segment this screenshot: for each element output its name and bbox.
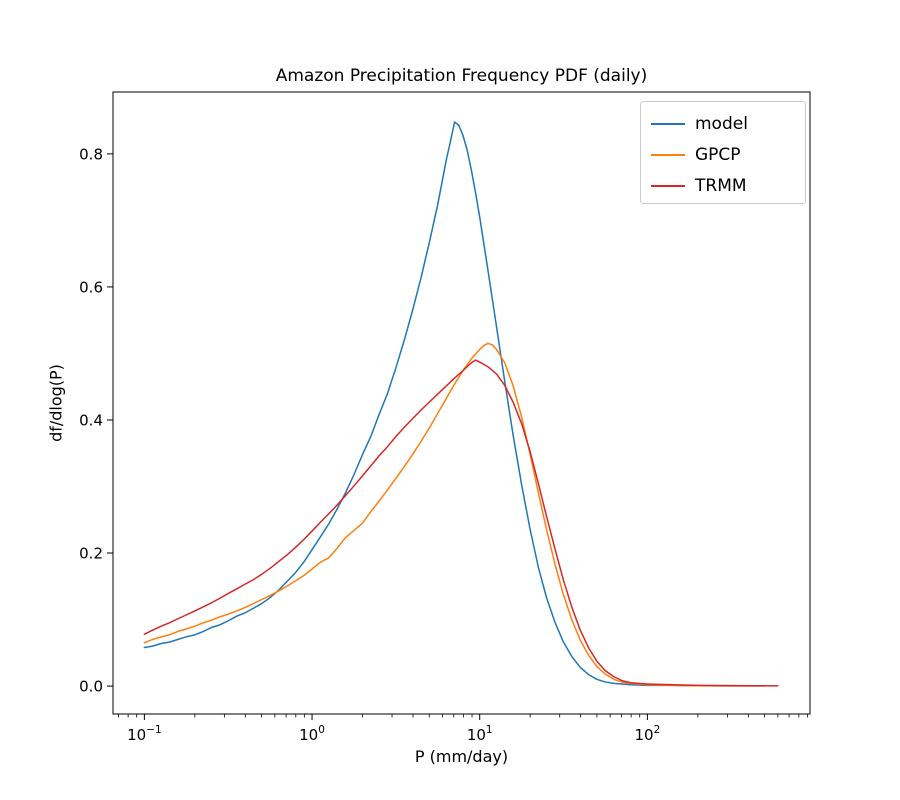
plot-frame <box>112 91 811 715</box>
legend-line-sample <box>651 122 685 125</box>
legend-entry-label: GPCP <box>695 144 741 165</box>
legend-line-sample <box>651 184 685 187</box>
series-line-model <box>143 121 766 687</box>
y-axis-tick-label: 0.8 <box>79 145 103 163</box>
legend-entry-GPCP: GPCP <box>651 139 805 170</box>
x-axis-tick-label: 100 <box>299 724 325 744</box>
y-axis-tick-label: 0.2 <box>79 545 103 563</box>
legend-entry-model: model <box>651 108 805 139</box>
chart-title: Amazon Precipitation Frequency PDF (dail… <box>275 66 648 86</box>
y-axis-label: df/dlog(P) <box>46 364 66 442</box>
series-line-TRMM <box>143 359 779 687</box>
x-axis-tick-label: 101 <box>467 724 493 744</box>
legend-entry-label: TRMM <box>695 175 747 196</box>
y-axis-tick-label: 0.6 <box>79 278 103 296</box>
x-axis-tick-label: 102 <box>634 724 660 744</box>
legend-line-sample <box>651 153 685 156</box>
x-axis-tick-label: 10−1 <box>127 724 162 744</box>
legend: model GPCP TRMM <box>640 101 806 204</box>
x-axis-label: P (mm/day) <box>414 747 509 766</box>
legend-entry-TRMM: TRMM <box>651 170 805 201</box>
y-axis-tick-label: 0.0 <box>79 678 103 696</box>
legend-entry-label: model <box>695 113 748 134</box>
y-axis-tick-label: 0.4 <box>79 411 103 429</box>
series-line-GPCP <box>143 342 766 687</box>
